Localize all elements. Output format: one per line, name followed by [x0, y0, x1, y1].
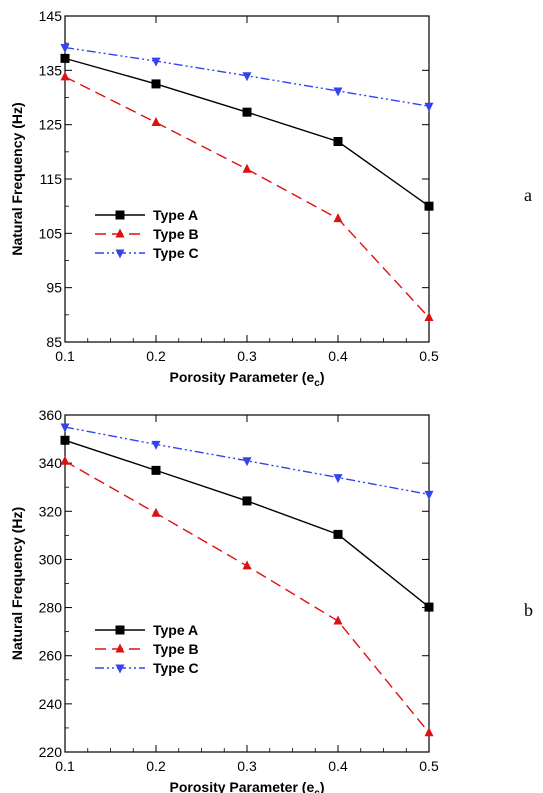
legend-item: Type A [95, 622, 198, 638]
data-point [424, 102, 434, 112]
a-x-axis-title: Porosity Parameter (ec) [170, 369, 325, 389]
legend-item: Type C [95, 245, 199, 261]
legend-label: Type B [153, 226, 199, 242]
data-point [151, 79, 161, 89]
legend-item: Type A [95, 207, 198, 223]
a-y-tick-label: 145 [39, 8, 63, 24]
data-point [151, 440, 161, 450]
b-y-tick-label: 280 [39, 600, 63, 616]
data-point [242, 163, 252, 173]
legend-marker [115, 228, 125, 238]
data-point [60, 44, 70, 54]
legend-item: Type C [95, 660, 199, 676]
a-x-tick-label: 0.3 [237, 348, 257, 364]
data-point [60, 71, 70, 81]
chart-a: 0.1 0.2 0.3 0.4 0.5 85 95 105 115 125 135 145 Porosi… [9, 8, 439, 389]
a-y-tick-label: 115 [40, 171, 63, 187]
legend-item: Type B [95, 226, 199, 242]
b-series-type-c [60, 423, 434, 500]
a-y-tick-label: 105 [39, 225, 63, 241]
data-point [333, 87, 343, 97]
data-point [333, 137, 343, 147]
data-point [424, 201, 434, 211]
b-y-tick-label: 360 [39, 407, 63, 423]
a-x-tick-label: 0.2 [146, 348, 166, 364]
series-line [64, 426, 430, 496]
a-x-tick-label: 0.5 [419, 348, 439, 364]
data-point [333, 615, 343, 625]
data-point [333, 213, 343, 223]
chart-b: 0.1 0.2 0.3 0.4 0.5 220 240 260 280 300 320 340 360 P… [9, 407, 439, 793]
data-point [242, 107, 252, 117]
b-x-tick-label: 0.5 [419, 758, 439, 774]
legend-label: Type B [153, 641, 199, 657]
b-legend: Type A Type B Type C [95, 622, 199, 676]
b-x-axis-title: Porosity Parameter (ec) [170, 779, 325, 793]
a-series-type-c [60, 44, 434, 112]
a-series-type-a [60, 53, 434, 211]
data-point [151, 116, 161, 126]
b-series-type-a [60, 435, 434, 612]
data-point [242, 72, 252, 82]
legend-marker [115, 643, 125, 653]
a-y-tick-label: 95 [46, 280, 62, 296]
b-y-tick-label: 240 [39, 696, 63, 712]
a-y-tick-label: 135 [39, 62, 63, 78]
b-x-tick-label: 0.3 [237, 758, 257, 774]
data-point [60, 455, 70, 465]
a-x-tick-label: 0.4 [328, 348, 348, 364]
panel-label-b: b [524, 600, 533, 620]
legend-label: Type A [153, 207, 198, 223]
b-y-tick-label: 260 [39, 648, 63, 664]
a-y-tick-label: 125 [39, 117, 63, 133]
legend-item: Type B [95, 641, 199, 657]
legend-label: Type C [153, 660, 199, 676]
legend-marker [115, 210, 125, 220]
data-point [151, 57, 161, 67]
data-point [242, 560, 252, 570]
b-x-tick-label: 0.1 [55, 758, 75, 774]
data-point [242, 457, 252, 467]
b-x-tick-label: 0.2 [146, 758, 166, 774]
legend-marker [115, 249, 125, 259]
a-plot-frame [64, 15, 430, 343]
b-x-tick-label: 0.4 [328, 758, 348, 774]
b-series-type-b [60, 455, 434, 737]
legend-label: Type C [153, 245, 199, 261]
data-point [60, 53, 70, 63]
panel-label-a: a [524, 185, 532, 205]
data-point [424, 727, 434, 737]
legend-marker [115, 625, 125, 635]
data-point [151, 465, 161, 475]
b-y-tick-label: 300 [39, 551, 63, 567]
b-y-axis-title: Natural Frequency (Hz) [9, 507, 25, 660]
data-point [424, 602, 434, 612]
data-point [333, 474, 343, 484]
data-point [333, 529, 343, 539]
data-point [60, 423, 70, 433]
b-y-tick-label: 320 [39, 503, 63, 519]
legend-label: Type A [153, 622, 198, 638]
data-point [424, 312, 434, 322]
a-x-tick-label: 0.1 [55, 348, 75, 364]
b-y-tick-label: 220 [39, 744, 63, 760]
legend-marker [115, 664, 125, 674]
a-series-type-b [60, 71, 434, 322]
data-point [424, 490, 434, 500]
a-legend: Type A Type B Type C [95, 207, 199, 261]
a-y-tick-label: 85 [46, 334, 62, 350]
a-y-axis-title: Natural Frequency (Hz) [9, 102, 25, 255]
data-point [242, 496, 252, 506]
data-point [151, 507, 161, 517]
data-point [60, 435, 70, 445]
b-y-tick-label: 340 [39, 455, 63, 471]
